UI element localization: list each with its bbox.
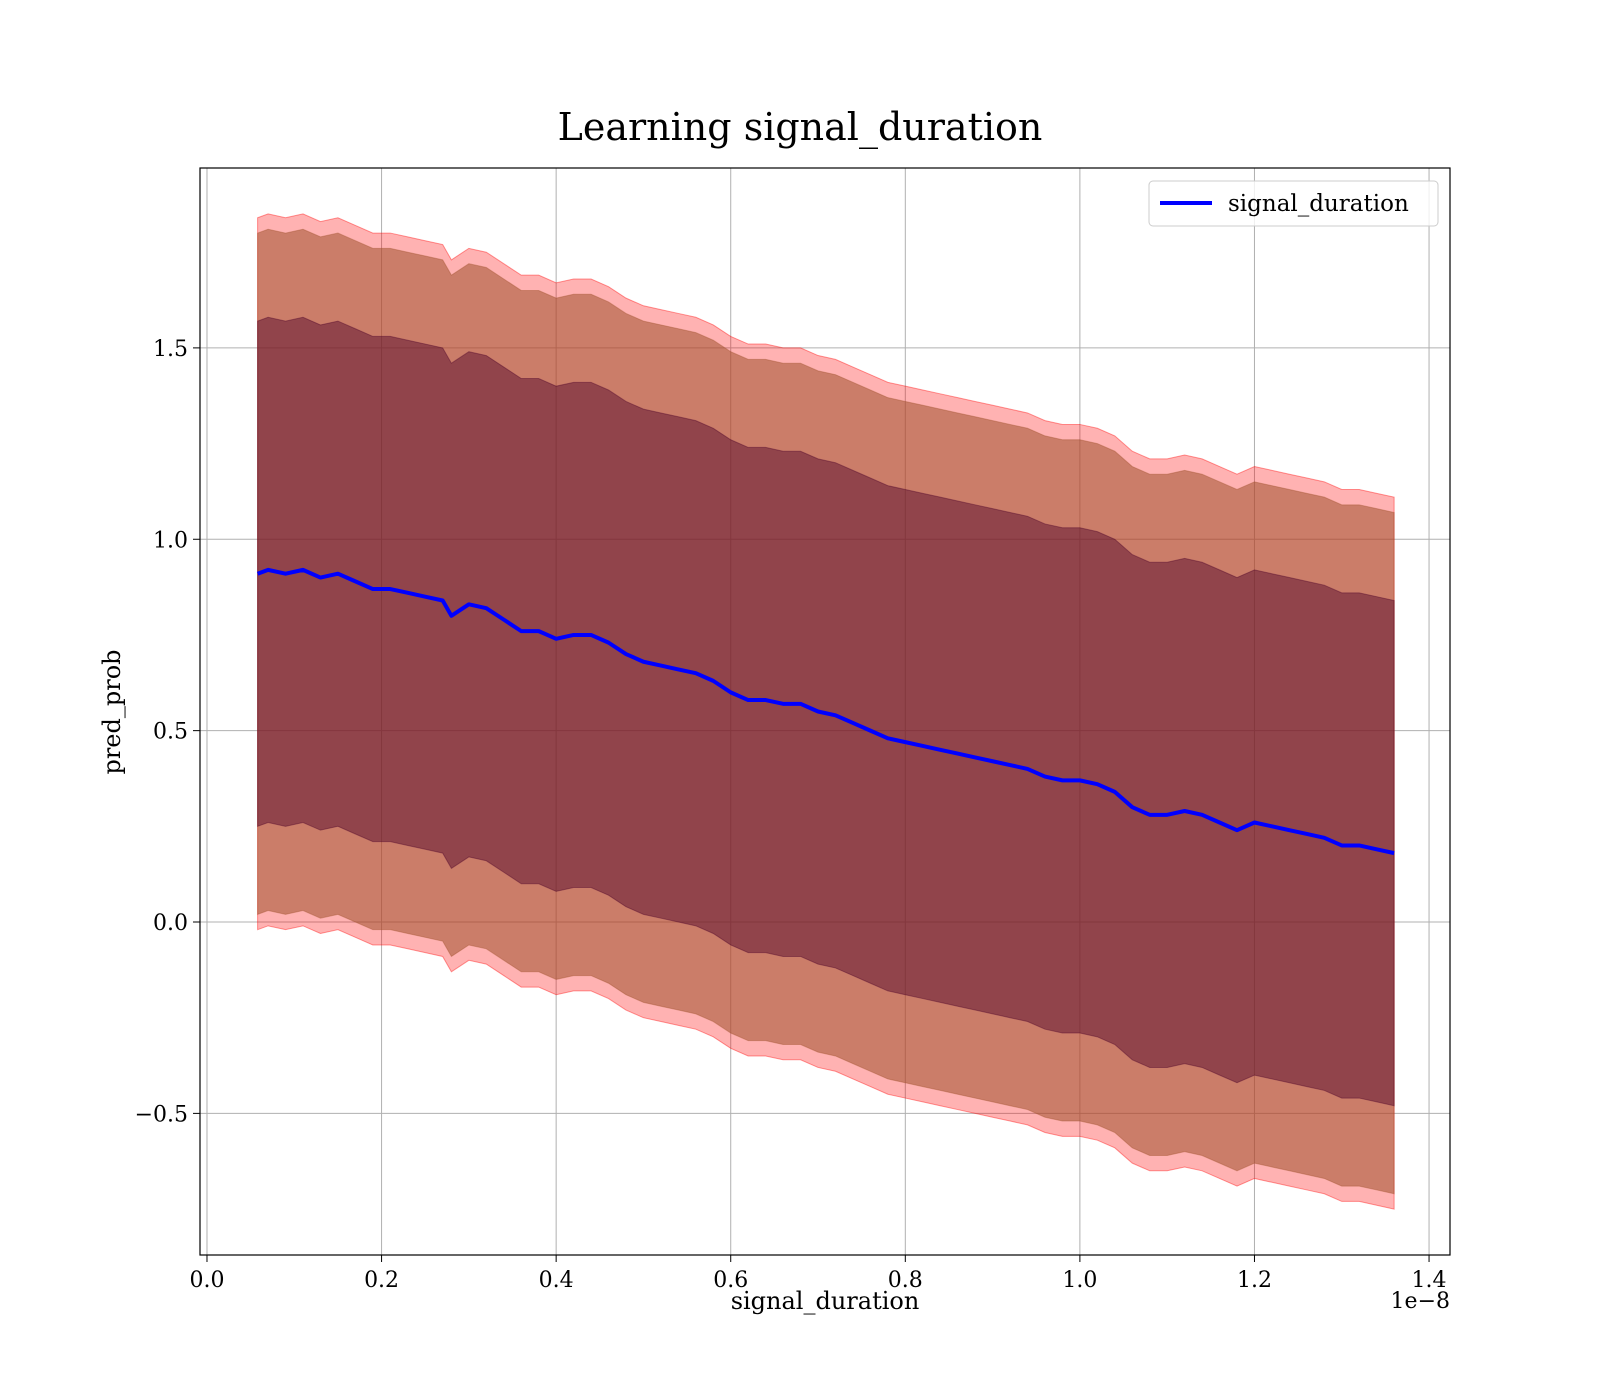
x-tick-label: 0.2 <box>364 1268 399 1293</box>
legend: signal_duration <box>1148 180 1439 227</box>
y-tick-label: 1.0 <box>153 528 188 553</box>
x-tick-label: 0.6 <box>713 1268 748 1293</box>
chart-title: Learning signal_duration <box>558 105 1043 150</box>
plot-frame <box>199 167 1451 1256</box>
y-tick-label: 0.0 <box>153 911 188 936</box>
y-tick-label: 0.5 <box>153 720 188 745</box>
x-tick-label: 0.8 <box>888 1268 923 1293</box>
y-axis-ticks: −0.5 0.0 0.5 1.0 1.5 <box>135 337 200 1127</box>
x-axis-ticks: 0.0 0.2 0.4 0.6 0.8 1.0 1.2 1.4 <box>189 1255 1447 1293</box>
x-axis-label: signal_duration <box>731 1287 920 1315</box>
y-tick-label: −0.5 <box>135 1102 188 1127</box>
series-lines <box>256 567 1395 856</box>
series-line-signal-duration <box>256 567 1395 856</box>
legend-box <box>1148 180 1439 227</box>
x-tick-label: 0.4 <box>539 1268 574 1293</box>
x-tick-label: 1.0 <box>1062 1268 1097 1293</box>
x-tick-label: 1.2 <box>1237 1268 1272 1293</box>
y-tick-label: 1.5 <box>153 337 188 362</box>
y-axis-label: pred_prob <box>98 649 126 774</box>
x-tick-label: 1.4 <box>1412 1268 1447 1293</box>
x-tick-label: 0.0 <box>189 1268 224 1293</box>
legend-entry-label: signal_duration <box>1228 191 1409 217</box>
x-axis-offset-label: 1e−8 <box>1391 1289 1450 1314</box>
